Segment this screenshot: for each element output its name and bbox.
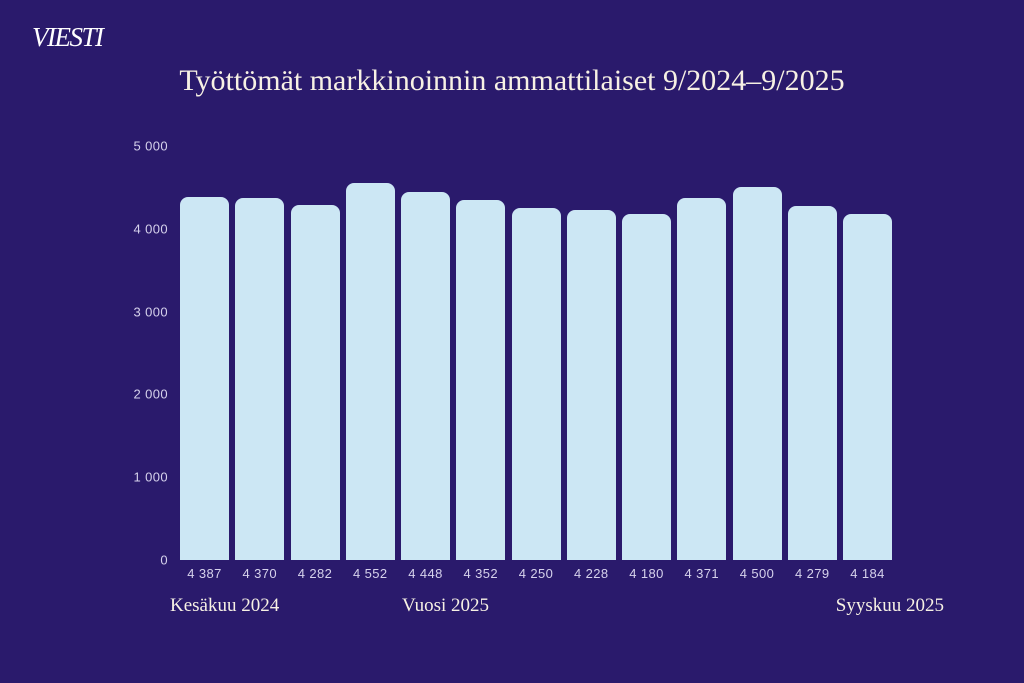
x-axis-caption-start: Kesäkuu 2024 bbox=[170, 595, 280, 616]
bar-column: 4 228 bbox=[566, 146, 616, 581]
bar-column: 4 370 bbox=[235, 146, 285, 581]
bar-column: 4 500 bbox=[732, 146, 782, 581]
bar bbox=[345, 183, 395, 560]
bar bbox=[566, 210, 616, 560]
bar bbox=[787, 206, 837, 560]
bar-value-label: 4 500 bbox=[739, 566, 775, 581]
y-tick-label: 5 000 bbox=[133, 138, 168, 154]
y-tick-label: 4 000 bbox=[133, 221, 168, 237]
x-axis-caption-middle: Vuosi 2025 bbox=[402, 595, 490, 616]
bar-value-label: 4 387 bbox=[187, 566, 222, 581]
plot-area: 4 387 4 370 4 282 4 552 4 448 4 352 4 250 4 228… bbox=[180, 146, 892, 581]
bar-value-label: 4 184 bbox=[850, 566, 885, 581]
y-tick-label: 1 000 bbox=[133, 469, 168, 485]
bar bbox=[677, 198, 727, 560]
bar-column: 4 250 bbox=[511, 146, 561, 581]
x-axis-caption-end: Syyskuu 2025 bbox=[835, 595, 944, 616]
bar-column: 4 552 bbox=[345, 146, 395, 581]
bar-value-label: 4 282 bbox=[297, 566, 333, 581]
bar bbox=[456, 200, 506, 560]
bar bbox=[843, 214, 892, 560]
bar-value-label: 4 250 bbox=[518, 566, 554, 581]
bar-value-label: 4 279 bbox=[794, 566, 830, 581]
bar bbox=[180, 197, 229, 560]
bar-column: 4 352 bbox=[456, 146, 506, 581]
bar bbox=[401, 192, 450, 560]
bar-value-label: 4 370 bbox=[242, 566, 278, 581]
bar bbox=[622, 214, 671, 560]
chart-title: Työttömät markkinoinnin ammattilaiset 9/… bbox=[179, 64, 845, 97]
bar bbox=[290, 205, 340, 560]
y-tick-label: 3 000 bbox=[133, 304, 168, 320]
bar bbox=[235, 198, 285, 560]
bar-column: 4 282 bbox=[290, 146, 340, 581]
brand-logo: VIESTI bbox=[32, 22, 104, 52]
bar-value-label: 4 448 bbox=[408, 566, 443, 581]
y-tick-label: 0 bbox=[160, 552, 168, 568]
y-axis: 5 000 4 000 3 000 2 000 1 000 0 bbox=[0, 0, 168, 683]
bar-column: 4 371 bbox=[677, 146, 727, 581]
bar-column: 4 184 bbox=[843, 146, 892, 581]
bar-column: 4 448 bbox=[401, 146, 450, 581]
bar-column: 4 279 bbox=[787, 146, 837, 581]
bar-value-label: 4 180 bbox=[629, 566, 664, 581]
y-tick-label: 2 000 bbox=[133, 386, 168, 402]
bar bbox=[732, 187, 782, 560]
bar-value-label: 4 352 bbox=[463, 566, 499, 581]
bar bbox=[511, 208, 561, 560]
bar-column: 4 180 bbox=[622, 146, 671, 581]
bar-value-label: 4 552 bbox=[352, 566, 388, 581]
bar-value-label: 4 371 bbox=[684, 566, 720, 581]
bar-value-label: 4 228 bbox=[573, 566, 609, 581]
bar-column: 4 387 bbox=[180, 146, 229, 581]
